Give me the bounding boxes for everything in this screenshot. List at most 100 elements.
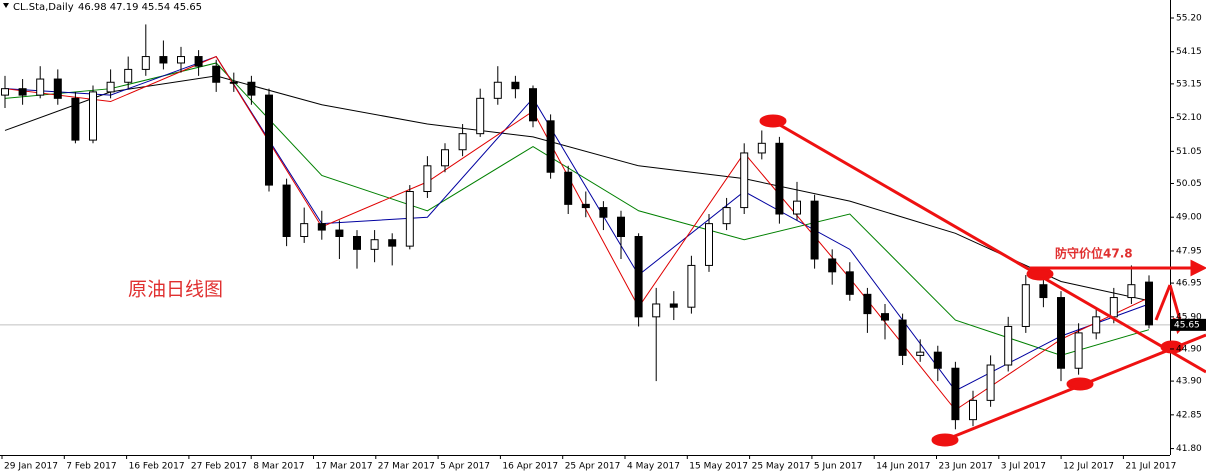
candle-body: [828, 258, 837, 273]
candle-body: [159, 56, 168, 64]
x-tick-label: 25 May 2017: [752, 462, 811, 472]
x-tick-label: 3 Jul 2017: [1001, 462, 1046, 472]
candle-body: [986, 364, 995, 401]
candle-body: [1092, 316, 1101, 334]
candle-body: [1021, 284, 1030, 327]
y-tick-label: 54.15: [1176, 47, 1202, 57]
candle-body: [458, 133, 467, 151]
x-tick-label: 27 Feb 2017: [191, 462, 247, 472]
candle-body: [1145, 281, 1153, 326]
x-tick-label: 25 Apr 2017: [565, 462, 621, 472]
x-tick-label: 17 Mar 2017: [316, 462, 373, 472]
arrow: [1190, 259, 1206, 277]
arrow-line: [1154, 284, 1172, 321]
x-tick-label: 4 May 2017: [627, 462, 680, 472]
candle-body: [810, 200, 819, 260]
y-tick-label: 52.10: [1176, 113, 1202, 123]
candle-body: [722, 207, 731, 225]
arrow-line: [1168, 284, 1182, 321]
candle-body: [423, 165, 432, 193]
candle-body: [969, 399, 977, 421]
candle-body: [652, 303, 661, 318]
candle-body: [1074, 332, 1083, 369]
candle-body: [881, 313, 889, 321]
candle-body: [581, 203, 590, 209]
marker: [1066, 377, 1094, 391]
candle-body: [564, 171, 573, 205]
candle-body: [1109, 297, 1118, 318]
marker: [1026, 267, 1054, 281]
symbol-marker: [3, 3, 9, 8]
candle-body: [177, 56, 185, 64]
candle-body: [740, 152, 749, 209]
candle-body: [124, 68, 133, 83]
y-tick-label: 55.20: [1176, 13, 1202, 23]
candle-body: [317, 223, 326, 231]
x-tick-label: 16 Apr 2017: [502, 462, 558, 472]
x-tick-label: 5 Jun 2017: [814, 462, 862, 472]
candle-body: [229, 81, 238, 84]
candle-body: [617, 216, 625, 237]
candle-body: [18, 88, 27, 96]
defense-label: 防守价位47.8: [1055, 246, 1133, 261]
header-values: 46.98 47.19 45.54 45.65: [78, 2, 202, 13]
x-tick-label: 16 Feb 2017: [129, 462, 185, 472]
x-tick-label: 15 May 2017: [689, 462, 748, 472]
candle-body: [300, 223, 309, 237]
candle-body: [669, 303, 678, 308]
candle-body: [775, 142, 784, 215]
candle-body: [36, 78, 45, 96]
x-tick-label: 8 Mar 2017: [253, 462, 304, 472]
candle-body: [933, 351, 942, 369]
y-tick-label: 44.90: [1176, 344, 1202, 354]
candle-body: [388, 239, 397, 247]
candle-body: [1127, 284, 1136, 299]
candle-body: [405, 191, 414, 247]
x-tick-label: 27 Mar 2017: [378, 462, 435, 472]
annotation: 原油日线图: [128, 279, 223, 301]
candle-body: [705, 223, 713, 266]
y-tick-label: 53.15: [1176, 79, 1202, 89]
y-tick-label: 47.95: [1176, 246, 1202, 256]
y-tick-label: 49.00: [1176, 213, 1202, 223]
candle-body: [493, 81, 502, 99]
y-tick-label: 46.95: [1176, 279, 1202, 289]
x-tick-label: 23 Jun 2017: [939, 462, 993, 472]
x-tick-label: 29 Jan 2017: [4, 462, 58, 472]
candle-body: [89, 91, 97, 141]
candle-body: [1004, 325, 1013, 366]
y-tick-label: 43.90: [1176, 377, 1202, 387]
candle-body: [282, 184, 291, 237]
candle-body: [863, 293, 872, 315]
candle-body: [687, 264, 696, 308]
candle-body: [353, 235, 361, 250]
candle-body: [845, 271, 854, 295]
candle-body: [476, 97, 485, 135]
plot: [0, 24, 1170, 430]
candle-body: [898, 319, 907, 356]
candle-body: [247, 81, 256, 96]
x-tick-label: 7 Feb 2017: [66, 462, 116, 472]
candle-body: [529, 88, 537, 122]
candle-body: [441, 149, 449, 167]
candle-body: [511, 81, 520, 90]
candle-body: [106, 81, 115, 93]
candle-body: [1057, 297, 1065, 369]
y-tick-label: 45.90: [1176, 312, 1202, 322]
candle-body: [1039, 284, 1048, 299]
candle-body: [793, 200, 801, 215]
y-tick-label: 41.80: [1176, 444, 1202, 454]
candle-body: [212, 65, 221, 83]
candle-body: [370, 239, 379, 250]
candle-body: [1, 88, 9, 96]
trend-line: [772, 119, 1206, 374]
candle-body: [599, 207, 608, 218]
marker: [931, 433, 959, 447]
x-tick-label: 5 Apr 2017: [440, 462, 490, 472]
y-tick-label: 50.05: [1176, 179, 1202, 189]
x-tick-label: 12 Jul 2017: [1063, 462, 1114, 472]
y-tick-label: 51.05: [1176, 147, 1202, 157]
candle-body: [916, 351, 925, 356]
candle-body: [141, 56, 150, 70]
